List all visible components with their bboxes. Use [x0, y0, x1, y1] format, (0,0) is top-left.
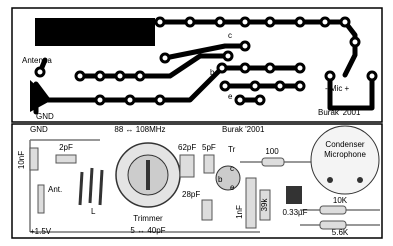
label: c: [228, 31, 232, 40]
label: 39k: [260, 198, 269, 212]
label: b: [218, 175, 223, 184]
label: 100: [265, 147, 279, 156]
label: b: [210, 68, 215, 77]
label: e: [230, 183, 235, 192]
label: 5 ↔ 40pF: [130, 226, 165, 235]
label: Ant.: [48, 185, 62, 194]
label: Microphone: [324, 150, 366, 159]
pads: [34, 16, 378, 106]
label: 10nF: [17, 151, 26, 169]
label: 5pF: [202, 143, 216, 152]
label: 62pF: [178, 143, 196, 152]
label: 1nF: [235, 205, 244, 219]
label: Trimmer: [133, 214, 163, 223]
label: +1.5V: [30, 227, 52, 236]
label: Condenser: [325, 140, 364, 149]
label: GND: [30, 125, 48, 134]
label: e: [228, 92, 233, 101]
label: 88 ↔ 108MHz: [114, 125, 165, 134]
label: 2pF: [59, 143, 73, 152]
label: - Mic +: [325, 84, 350, 93]
label: Burak '2001: [222, 125, 265, 134]
label: Antenna: [22, 56, 52, 65]
label: c: [230, 164, 234, 173]
label: 10K: [333, 196, 348, 205]
label: 0.33µF: [282, 208, 307, 217]
components: [29, 125, 380, 233]
label: Burak '2001: [318, 108, 361, 117]
label: Tr: [228, 145, 236, 154]
label: GND: [36, 112, 54, 121]
label: +1.5V: [40, 8, 62, 17]
label: L: [91, 207, 96, 216]
label: 28pF: [182, 190, 200, 199]
label: 5.6K: [332, 228, 349, 237]
